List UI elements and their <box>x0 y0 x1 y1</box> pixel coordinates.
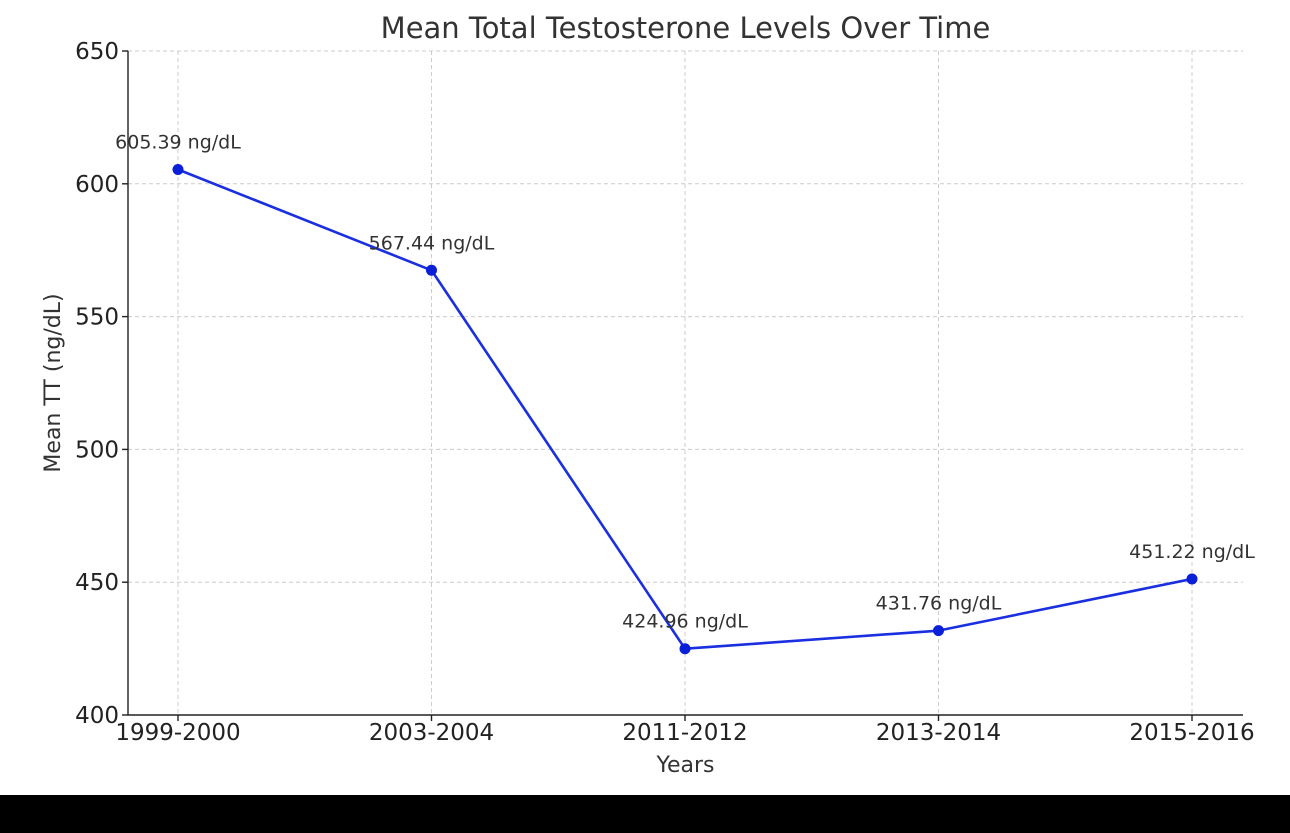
data-point <box>679 643 691 655</box>
data-label: 605.39 ng/dL <box>115 131 241 153</box>
chart-title: Mean Total Testosterone Levels Over Time <box>381 11 991 45</box>
x-tick-label: 2015-2016 <box>1129 720 1254 746</box>
data-point <box>426 264 437 276</box>
data-point <box>1186 573 1198 585</box>
data-label: 424.96 ng/dL <box>622 611 748 633</box>
y-tick-label: 600 <box>75 172 119 198</box>
y-tick-label: 500 <box>75 437 119 463</box>
x-tick-label: 2013-2014 <box>876 720 1001 746</box>
data-point <box>933 625 944 637</box>
x-tick-layer: 1999-2000 2003-2004 2011-2012 2013-2014 2015… <box>115 715 1255 746</box>
x-axis-title: Years <box>655 753 714 778</box>
y-tick-label: 450 <box>75 570 119 596</box>
y-tick-label: 400 <box>75 703 119 729</box>
data-label: 431.76 ng/dL <box>876 593 1002 615</box>
bottom-black-band <box>0 795 1290 833</box>
y-tick-label: 650 <box>75 39 119 65</box>
data-label-layer: 605.39 ng/dL 567.44 ng/dL 424.96 ng/dL 431.… <box>115 131 1255 632</box>
series-layer <box>172 163 1198 655</box>
y-tick-label: 550 <box>75 305 119 331</box>
line-chart: 400 450 500 550 600 650 1999-2000 2003-2004 201… <box>41 11 1255 778</box>
x-tick-label: 1999-2000 <box>115 720 240 746</box>
x-tick-label: 2011-2012 <box>622 720 747 746</box>
y-tick-layer: 400 450 500 550 600 650 <box>75 39 128 729</box>
x-tick-label: 2003-2004 <box>369 720 494 746</box>
data-point <box>172 163 184 175</box>
data-label: 451.22 ng/dL <box>1129 541 1255 563</box>
chart-area: 400 450 500 550 600 650 1999-2000 2003-2004 201… <box>0 0 1290 795</box>
data-label: 567.44 ng/dL <box>369 232 495 254</box>
y-axis-title: Mean TT (ng/dL) <box>41 293 66 472</box>
